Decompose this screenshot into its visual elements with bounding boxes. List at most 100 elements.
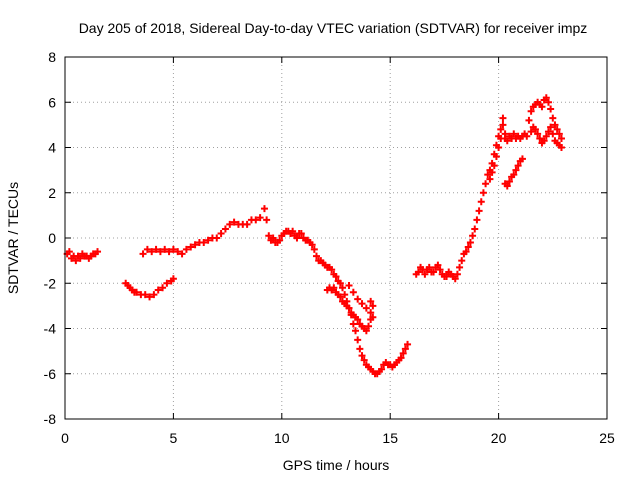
- data-point: [479, 189, 487, 197]
- data-point: [169, 245, 177, 253]
- data-point: [356, 345, 364, 353]
- data-point: [486, 166, 494, 174]
- data-point: [204, 236, 212, 244]
- plot-frame: [64, 56, 608, 420]
- data-point: [293, 234, 301, 242]
- y-tick-label: 8: [48, 49, 56, 65]
- data-point: [349, 320, 357, 328]
- data-point: [527, 107, 535, 115]
- data-point: [369, 302, 377, 310]
- x-tick-label: 10: [274, 430, 290, 446]
- data-point: [542, 132, 550, 140]
- data-point: [187, 243, 195, 251]
- data-point: [492, 141, 500, 149]
- data-point: [345, 282, 353, 290]
- data-point: [289, 227, 297, 235]
- data-point: [434, 261, 442, 269]
- data-point: [547, 123, 555, 131]
- data-point: [514, 162, 522, 170]
- data-point: [217, 229, 225, 237]
- data-point: [523, 132, 531, 140]
- data-point: [501, 130, 509, 138]
- data-point: [484, 171, 492, 179]
- axis-ticks: 0 5 10 15 20 25 -8 -6 -4 -2 0 2 4 6 8: [44, 49, 615, 446]
- data-point: [510, 171, 518, 179]
- y-tick-label: -8: [44, 411, 57, 427]
- data-point: [488, 159, 496, 167]
- data-point: [332, 272, 340, 280]
- x-tick-label: 25: [599, 430, 615, 446]
- data-point: [276, 236, 284, 244]
- data-point: [397, 354, 405, 362]
- data-point: [165, 248, 173, 256]
- data-point: [505, 177, 513, 185]
- data-point: [263, 216, 271, 224]
- data-point: [159, 284, 167, 292]
- data-point: [510, 130, 518, 138]
- data-point: [512, 166, 520, 174]
- data-point: [540, 137, 548, 145]
- data-point: [339, 284, 347, 292]
- data-point: [76, 254, 84, 262]
- y-tick-label: -4: [44, 321, 57, 337]
- data-point: [557, 144, 565, 151]
- data-point: [312, 252, 320, 260]
- data-point: [265, 232, 273, 240]
- data-point: [404, 340, 412, 348]
- data-point: [297, 229, 305, 237]
- data-points: [63, 94, 565, 378]
- data-point: [146, 293, 154, 301]
- data-point: [473, 216, 481, 224]
- data-point: [436, 266, 444, 274]
- data-point: [310, 245, 318, 253]
- data-point: [557, 134, 565, 142]
- data-point: [150, 291, 158, 299]
- data-point: [200, 239, 208, 247]
- data-point: [499, 114, 507, 122]
- data-point: [425, 263, 433, 271]
- data-point: [486, 175, 494, 183]
- data-point: [139, 250, 147, 258]
- y-axis-label: SDTVAR / TECUs: [5, 182, 21, 294]
- x-tick-label: 5: [170, 430, 178, 446]
- data-point: [174, 248, 182, 256]
- data-point: [269, 234, 277, 242]
- data-point: [538, 103, 546, 111]
- data-point: [430, 268, 438, 276]
- data-point: [152, 245, 160, 253]
- data-point: [358, 300, 366, 308]
- data-point: [360, 356, 368, 364]
- data-point: [456, 263, 464, 271]
- data-point: [499, 121, 507, 129]
- data-point: [547, 105, 555, 113]
- data-point: [191, 241, 199, 249]
- data-point: [536, 134, 544, 142]
- data-point: [401, 345, 409, 353]
- data-point: [475, 207, 483, 215]
- data-point: [256, 214, 264, 222]
- data-point: [531, 125, 539, 133]
- data-point: [549, 130, 557, 138]
- data-point: [252, 216, 260, 224]
- y-tick-label: 2: [48, 185, 56, 201]
- data-point: [421, 270, 429, 278]
- data-point: [226, 220, 234, 228]
- data-point: [65, 248, 73, 256]
- data-point: [163, 279, 171, 287]
- data-point: [542, 94, 550, 102]
- data-point: [230, 218, 238, 226]
- y-tick-label: -6: [44, 366, 57, 382]
- data-point: [477, 198, 485, 206]
- data-point: [161, 245, 169, 253]
- data-point: [328, 266, 336, 274]
- data-point: [495, 132, 503, 140]
- data-point: [525, 116, 533, 124]
- data-point: [336, 279, 344, 287]
- data-point: [260, 205, 268, 213]
- x-tick-label: 15: [382, 430, 398, 446]
- data-point: [555, 130, 563, 138]
- data-point: [462, 248, 470, 256]
- data-point: [482, 180, 490, 188]
- data-point: [518, 155, 526, 163]
